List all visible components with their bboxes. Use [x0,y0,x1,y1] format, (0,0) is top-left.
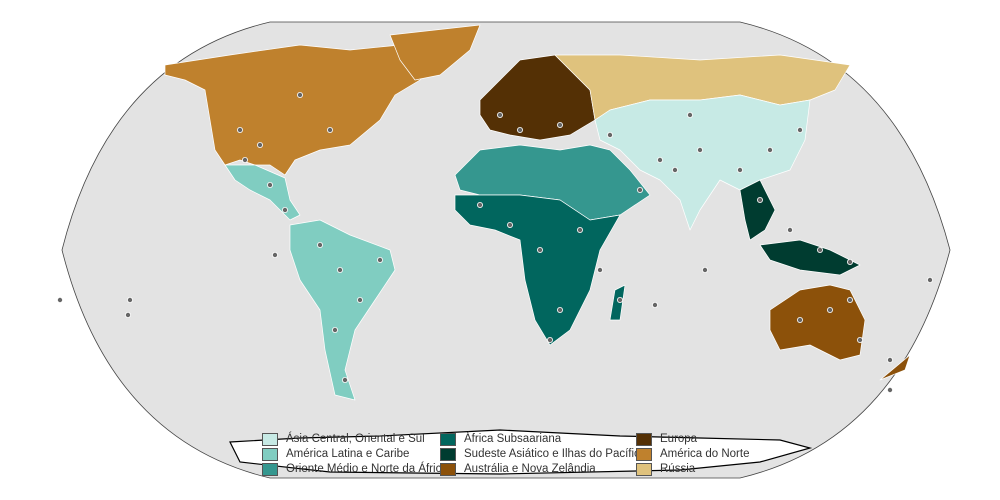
location-point [281,206,288,213]
region-new-zealand [879,354,911,381]
legend-item: África Subsaariana [440,432,636,446]
legend-swatch [636,447,652,461]
location-point [296,92,303,99]
legend: Ásia Central, Oriental e Sul América Lat… [258,431,749,478]
region-southeast-asia [739,179,776,241]
legend-label: Sudeste Asiático e Ilhas do Pacífico [464,448,647,460]
region-madagascar [609,284,626,321]
legend-item: Rússia [636,462,716,476]
location-point [737,166,744,173]
location-point [57,296,64,303]
location-point [652,301,659,308]
legend-label: Oriente Médio e Norte da África [286,463,448,475]
location-point [496,112,503,119]
location-point [376,256,383,263]
legend-swatch [636,432,652,446]
region-south-america [289,219,396,401]
location-point [927,276,934,283]
legend-item: Sudeste Asiático e Ilhas do Pacífico [440,447,646,461]
location-point [847,296,854,303]
legend-item: Europa [636,432,716,446]
region-australia [769,284,866,361]
legend-item: América Latina e Caribe [262,447,440,461]
region-central-america [224,164,301,221]
location-point [517,127,524,134]
legend-swatch [440,432,456,446]
legend-item: Ásia Central, Oriental e Sul [262,432,440,446]
legend-label: Ásia Central, Oriental e Sul [286,433,425,445]
location-point [316,241,323,248]
legend-label: Austrália e Nova Zelândia [464,463,596,475]
location-point [266,181,273,188]
location-point [827,306,834,313]
location-point [331,326,338,333]
location-point [557,122,564,129]
legend-item: América do Norte [636,447,749,461]
location-point [797,316,804,323]
location-point [537,246,544,253]
location-point [887,356,894,363]
location-point [757,196,764,203]
location-point [637,186,644,193]
location-point [271,251,278,258]
location-point [336,266,343,273]
location-point [557,306,564,313]
legend-swatch [440,462,456,476]
location-point [697,146,704,153]
location-point [341,376,348,383]
location-point [127,296,134,303]
location-point [617,296,624,303]
location-point [672,166,679,173]
location-point [702,266,709,273]
location-point [797,127,804,134]
location-point [767,146,774,153]
location-point [256,141,263,148]
legend-item: Oriente Médio e Norte da África [262,462,448,476]
legend-label: América do Norte [660,448,750,460]
legend-label: Europa [660,433,698,445]
legend-item: Austrália e Nova Zelândia [440,462,636,476]
legend-label: América Latina e Caribe [286,448,410,460]
location-point [597,266,604,273]
location-point [241,156,248,163]
legend-swatch [440,447,456,461]
location-point [356,296,363,303]
location-point [687,112,694,119]
location-point [236,127,243,134]
legend-swatch [636,462,652,476]
region-greenland [389,24,481,81]
antarctica [229,429,813,475]
legend-label: África Subsaariana [464,433,562,445]
legend-swatch [262,432,278,446]
legend-label: Rússia [660,463,696,475]
location-point [607,131,614,138]
location-point [857,336,864,343]
location-point [577,226,584,233]
region-north-america [164,44,441,176]
legend-swatch [262,462,278,476]
region-pacific-islands [759,239,861,276]
location-point [506,221,513,228]
location-point [326,127,333,134]
location-point [547,336,554,343]
location-point [476,201,483,208]
legend-swatch [262,447,278,461]
location-point [817,246,824,253]
location-point [887,386,894,393]
location-point [787,226,794,233]
location-point [657,156,664,163]
location-point [125,311,132,318]
location-point [847,258,854,265]
